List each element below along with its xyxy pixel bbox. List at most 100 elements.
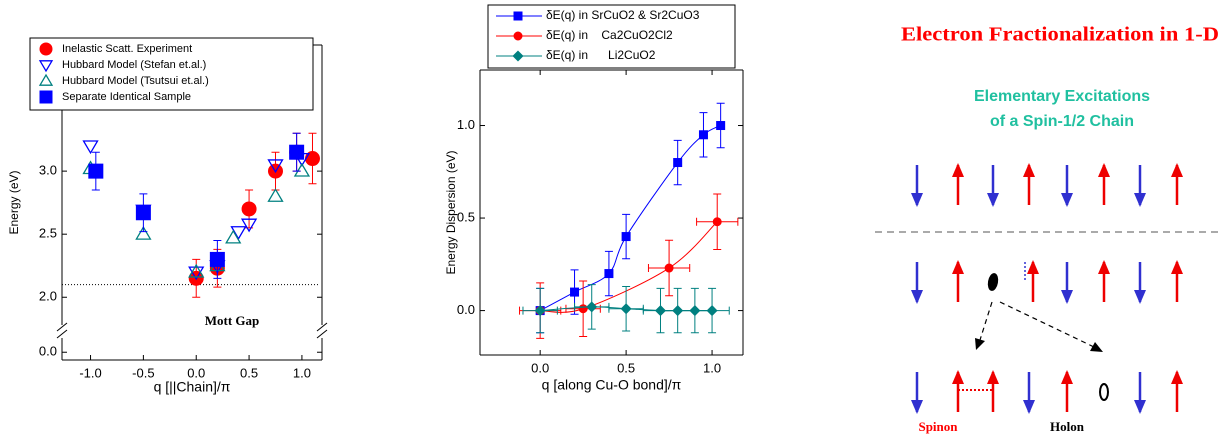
y-tick-label: 3.0 <box>39 163 57 178</box>
legend-marker <box>38 60 54 73</box>
series-line <box>540 221 718 313</box>
spin-down-head <box>1134 193 1146 207</box>
marker <box>267 159 284 174</box>
x-tick-label: 0.5 <box>240 365 258 380</box>
spin-down-head <box>911 290 923 304</box>
spin-up-head <box>952 370 964 384</box>
legend-label: Hubbard Model (Tsutsui et.al.) <box>62 75 209 87</box>
x-tick-label: -0.5 <box>132 365 154 380</box>
x-tick-label: 1.0 <box>293 365 311 380</box>
x-tick-label: 0.0 <box>187 365 205 380</box>
y-tick-label: 0.5 <box>457 209 475 224</box>
marker <box>620 303 632 315</box>
y-tick-label: 2.5 <box>39 226 57 241</box>
y-axis-label: Energy Dispersion (eV) <box>444 150 458 274</box>
holon-label: Holon <box>1050 419 1085 434</box>
legend-label: δE(q) in Li2CuO2 <box>546 48 656 62</box>
marker <box>88 163 104 179</box>
spin-up-head <box>1023 163 1035 177</box>
hole <box>987 273 999 291</box>
y-axis-label: Energy (eV) <box>7 170 21 234</box>
x-axis-label: q [along Cu-O bond]/π <box>542 377 682 393</box>
diagram-title: Electron Fractionalization in 1-D <box>901 24 1219 46</box>
spin-up-head <box>1061 370 1073 384</box>
spin-down-head <box>1134 400 1146 414</box>
marker <box>570 287 580 297</box>
fractionalization-arrow-head <box>975 338 985 350</box>
marker <box>604 269 614 279</box>
diagram-subtitle: Elementary Excitations <box>974 88 1150 105</box>
marker <box>289 144 305 160</box>
legend-marker <box>39 42 53 56</box>
marker <box>698 130 708 140</box>
marker <box>586 301 598 313</box>
y-tick-label: 0.0 <box>457 302 475 317</box>
spin-down-head <box>987 193 999 207</box>
marker <box>230 226 247 240</box>
marker <box>578 304 588 314</box>
marker <box>135 205 151 221</box>
legend-marker <box>513 11 523 21</box>
spinon-label: Spinon <box>918 419 958 434</box>
spin-up-head <box>1027 260 1039 274</box>
spin-down-head <box>1061 290 1073 304</box>
legend-marker <box>39 90 53 104</box>
marker <box>135 225 152 240</box>
spin-down-head <box>911 193 923 207</box>
legend-label: Hubbard Model (Stefan et.al.) <box>62 59 206 71</box>
marker <box>267 188 284 202</box>
legend-label: δE(q) in Ca2CuO2Cl2 <box>546 28 673 42</box>
spin-down-head <box>1061 193 1073 207</box>
x-axis-label: q [||Chain]/π <box>154 379 231 395</box>
diagram-subtitle: of a Spin-1/2 Chain <box>990 113 1134 130</box>
marker <box>225 229 242 244</box>
axis-break <box>316 322 328 332</box>
y-tick-label: 0.0 <box>39 344 57 359</box>
axis-break <box>316 329 328 339</box>
legend-marker <box>512 50 524 62</box>
x-tick-label: -1.0 <box>79 365 101 380</box>
marker <box>706 305 718 317</box>
reference-label: Mott Gap <box>205 313 260 328</box>
spin-up-head <box>952 163 964 177</box>
marker <box>241 201 257 217</box>
spin-down-head <box>1134 290 1146 304</box>
spin-up-head <box>952 260 964 274</box>
marker <box>716 121 726 131</box>
fractionalization-arrow-head <box>1090 342 1103 352</box>
fractionalization-arrow <box>999 301 1095 348</box>
marker <box>621 232 631 242</box>
legend-marker <box>38 73 54 86</box>
legend-label: Separate Identical Sample <box>62 91 191 103</box>
legend-box <box>29 37 314 111</box>
x-tick-label: 0.5 <box>617 360 635 375</box>
marker <box>293 162 311 177</box>
spin-up-head <box>1171 260 1183 274</box>
axis-break <box>56 329 68 339</box>
fractionalization-arrow <box>979 301 993 341</box>
y-tick-label: 2.0 <box>39 289 57 304</box>
spin-up-head <box>1171 163 1183 177</box>
marker <box>673 158 683 168</box>
x-tick-label: 0.0 <box>531 360 549 375</box>
marker <box>534 305 546 317</box>
spin-up-head <box>1098 260 1110 274</box>
spin-down-head <box>911 400 923 414</box>
marker <box>240 218 258 233</box>
spin-up-head <box>1171 370 1183 384</box>
legend-label: Inelastic Scatt. Experiment <box>62 43 192 55</box>
spin-up-head <box>987 370 999 384</box>
x-tick-label: 1.0 <box>703 360 721 375</box>
marker <box>209 251 225 267</box>
holon <box>1099 383 1109 401</box>
spin-down-head <box>1023 400 1035 414</box>
spin-up-head <box>1098 163 1110 177</box>
axis-break <box>56 322 68 332</box>
marker <box>188 263 205 278</box>
marker <box>82 140 99 155</box>
marker <box>712 217 722 227</box>
legend-marker <box>513 31 523 41</box>
marker <box>188 266 205 281</box>
